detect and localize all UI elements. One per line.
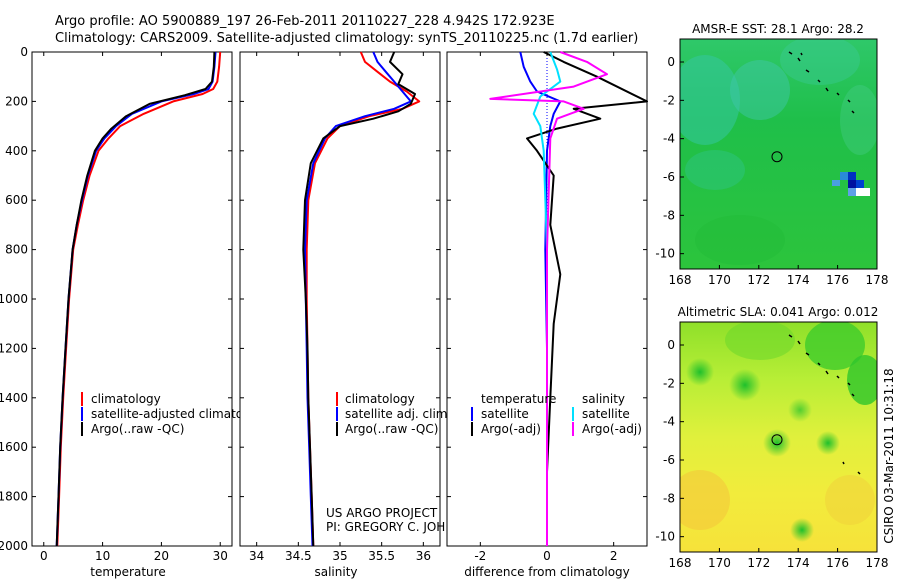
salinity-legend: climatology satellite adj. clim. Argo(..… — [336, 392, 451, 436]
credit-line1: US ARGO PROJECT — [326, 506, 438, 520]
legend-heading-salinity: salinity — [582, 392, 625, 406]
sst-map-xtick-label: 170 — [708, 273, 731, 287]
depth-ytick-label: 2000 — [0, 539, 28, 553]
depth-ytick-label: 200 — [5, 94, 28, 108]
sst-map-ytick-label: -6 — [663, 170, 675, 184]
temperature-xlabel: temperature — [90, 565, 165, 579]
legend-label-argo: Argo(..raw -QC) — [345, 422, 438, 436]
salinity-xtick-label: 34.5 — [285, 549, 312, 563]
legend-label-climatology: climatology — [345, 392, 415, 406]
difference-xtick-label: 2 — [610, 549, 618, 563]
depth-ytick-label: 1000 — [0, 292, 28, 306]
depth-ytick-label: 600 — [5, 193, 28, 207]
salinity-xlabel: salinity — [314, 565, 357, 579]
sla-argo-location-marker — [771, 434, 783, 446]
sla-map-ytick-label: -8 — [663, 491, 675, 505]
sst-map-xtick-label: 176 — [826, 273, 849, 287]
temperature-xtick-label: 10 — [95, 549, 110, 563]
sla-map-xtick-label: 168 — [669, 556, 692, 570]
temperature-xtick-label: 0 — [40, 549, 48, 563]
sla-map-ytick-label: -4 — [663, 415, 675, 429]
legend-label-climatology: climatology — [91, 392, 161, 406]
sla-map-frame — [679, 321, 878, 553]
depth-ytick-label: 1600 — [0, 440, 28, 454]
sst-map-title: AMSR-E SST: 28.1 Argo: 28.2 — [692, 22, 864, 36]
salinity-series-argo-raw-qc-2 — [302, 51, 416, 547]
figure-title-line2: Climatology: CARS2009. Satellite-adjuste… — [55, 31, 638, 46]
legend-label-argo: Argo(..raw -QC) — [91, 422, 184, 436]
sst-map-ytick-label: -8 — [663, 208, 675, 222]
legend-label-sal-satellite: satellite — [582, 407, 630, 421]
sla-map-title: Altimetric SLA: 0.041 Argo: 0.012 — [678, 305, 879, 319]
salinity-xtick-label: 36 — [416, 549, 431, 563]
difference-series-argo-adj-1 — [526, 51, 648, 546]
legend-label-satellite-adjusted: satellite-adjusted climatology — [91, 407, 269, 421]
sla-map-xtick-label: 170 — [708, 556, 731, 570]
sla-map-ytick-label: -2 — [663, 376, 675, 390]
depth-ytick-label: 1400 — [0, 391, 28, 405]
legend-label-temp-argo: Argo(-adj) — [481, 422, 541, 436]
credit-line2: PI: GREGORY C. JOHNSON — [326, 520, 480, 534]
depth-ytick-label: 800 — [5, 243, 28, 257]
sst-map-coastline — [788, 51, 855, 114]
temperature-series-argo-raw-qc-2 — [55, 51, 216, 547]
sst-argo-location-marker — [771, 151, 783, 163]
sla-map-ytick-label: -10 — [655, 530, 675, 544]
legend-heading-temperature: temperature — [481, 392, 556, 406]
difference-series-satellite-0 — [519, 51, 562, 546]
sst-map-xtick-label: 174 — [787, 273, 810, 287]
sst-map-frame — [679, 38, 878, 270]
sla-map-panel: Altimetric SLA: 0.041 Argo: 0.012 168 170… — [655, 305, 888, 570]
depth-ytick-label: 1200 — [0, 341, 28, 355]
sla-map-xtick-label: 174 — [787, 556, 810, 570]
temperature-xtick-label: 30 — [213, 549, 228, 563]
salinity-xtick-label: 35.5 — [368, 549, 395, 563]
difference-panel: -2 0 2 difference from climatology tempera… — [446, 51, 648, 579]
sla-map-xtick-label: 178 — [866, 556, 889, 570]
sla-map-xtick-label: 176 — [826, 556, 849, 570]
depth-ytick-label: 1800 — [0, 490, 28, 504]
sst-map-panel: AMSR-E SST: 28.1 Argo: 28.2 168 170 172 174… — [655, 22, 888, 287]
sla-map-ytick-label: 0 — [667, 338, 675, 352]
sst-map-ytick-label: -10 — [655, 247, 675, 261]
temperature-legend: climatology satellite-adjusted climatolo… — [81, 392, 269, 436]
sst-map-xtick-label: 172 — [747, 273, 770, 287]
depth-ytick-label: 400 — [5, 144, 28, 158]
sst-map-ytick-label: -4 — [663, 132, 675, 146]
salinity-panel: 34 34.5 35 35.5 36 salinity climatology sate… — [239, 51, 480, 579]
figure-title-line1: Argo profile: AO 5900889_197 26-Feb-2011… — [55, 14, 555, 29]
sla-map-xtick-label: 172 — [747, 556, 770, 570]
sst-map-ytick-label: 0 — [667, 55, 675, 69]
depth-ytick-label: 0 — [20, 45, 28, 59]
legend-label-sal-argo: Argo(-adj) — [582, 422, 642, 436]
salinity-xtick-label: 35 — [332, 549, 347, 563]
sla-map-ytick-label: -6 — [663, 453, 675, 467]
csiro-timestamp-label: CSIRO 03-Mar-2011 10:31:18 — [882, 368, 896, 543]
sla-map-coastline — [788, 334, 861, 475]
difference-xlabel: difference from climatology — [464, 565, 630, 579]
sst-map-xtick-label: 168 — [669, 273, 692, 287]
legend-label-temp-satellite: satellite — [481, 407, 529, 421]
salinity-xtick-label: 34 — [249, 549, 264, 563]
temperature-xtick-label: 20 — [154, 549, 169, 563]
sst-map-field — [680, 39, 877, 269]
difference-xtick-label: 0 — [543, 549, 551, 563]
legend-label-satellite-adj: satellite adj. clim. — [345, 407, 451, 421]
sla-map-field — [680, 322, 877, 552]
difference-series-argo-adj-3 — [489, 51, 608, 546]
sst-map-ytick-label: -2 — [663, 93, 675, 107]
difference-legend: temperature satellite Argo(-adj) salinit… — [471, 392, 642, 436]
difference-xtick-label: -2 — [474, 549, 486, 563]
temperature-axes-frame — [31, 51, 233, 547]
temperature-panel: 0 10 20 30 0 200 400 600 800 1000 1200 1400 1600 180… — [0, 45, 269, 579]
sst-map-xtick-label: 178 — [866, 273, 889, 287]
